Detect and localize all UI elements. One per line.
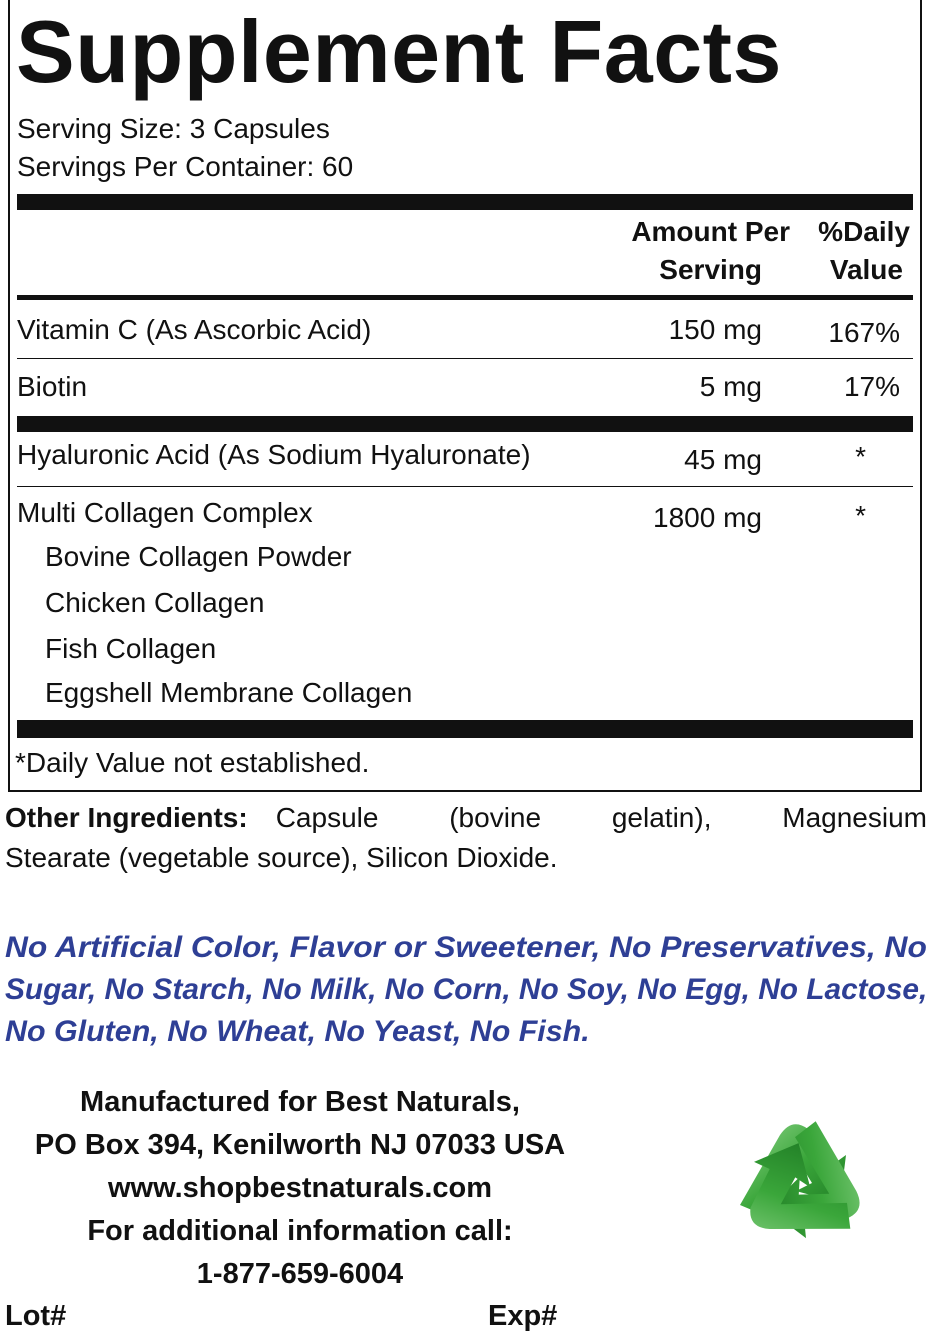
sub-ingredient: Eggshell Membrane Collagen bbox=[45, 677, 413, 708]
medium-divider bbox=[17, 295, 913, 300]
nutrient-amount: 5 mg bbox=[699, 371, 762, 402]
manufacturer-address: PO Box 394, Kenilworth NJ 07033 USA bbox=[34, 1129, 566, 1161]
free-from-line: Sugar, No Starch, No Milk, No Corn, No S… bbox=[5, 973, 928, 1006]
nutrient-name: Vitamin C (As Ascorbic Acid) bbox=[17, 314, 372, 345]
other-ingredients-line1: Other Ingredients: Capsule (bovine gelat… bbox=[5, 801, 927, 835]
sub-ingredient: Bovine Collagen Powder bbox=[45, 541, 352, 572]
sub-ingredient: Fish Collagen bbox=[45, 633, 217, 664]
sub-ingredient: Chicken Collagen bbox=[45, 587, 265, 618]
footnote: *Daily Value not established. bbox=[15, 747, 370, 778]
recycle-arrow bbox=[750, 1143, 851, 1230]
thick-divider bbox=[17, 720, 913, 738]
header-dv-line2: Value bbox=[829, 254, 903, 285]
exp-label: Exp# bbox=[488, 1300, 558, 1332]
other-ingredients-line2: Stearate (vegetable source), Silicon Dio… bbox=[5, 842, 558, 873]
nutrient-dv: 167% bbox=[828, 317, 900, 348]
supplement-facts-panel bbox=[8, 0, 922, 792]
manufacturer-phone: 1-877-659-6004 bbox=[196, 1258, 404, 1290]
header-amount-line1: Amount Per bbox=[631, 216, 790, 247]
header-amount-line2: Serving bbox=[659, 254, 762, 285]
nutrient-dv: * bbox=[855, 441, 866, 472]
recycle-icon bbox=[740, 1121, 860, 1239]
nutrient-amount: 150 mg bbox=[668, 314, 762, 345]
other-ingredients-label: Other Ingredients: bbox=[5, 802, 248, 833]
lot-label: Lot# bbox=[5, 1300, 67, 1332]
thick-divider bbox=[17, 194, 913, 210]
free-from-line: No Gluten, No Wheat, No Yeast, No Fish. bbox=[5, 1015, 590, 1048]
thin-divider bbox=[17, 358, 913, 359]
nutrient-dv: * bbox=[855, 500, 866, 531]
nutrient-name: Hyaluronic Acid (As Sodium Hyaluronate) bbox=[17, 439, 531, 470]
header-dv-line1: %Daily bbox=[818, 216, 910, 247]
nutrient-name: Biotin bbox=[17, 371, 88, 402]
panel-title: Supplement Facts bbox=[16, 2, 782, 101]
nutrient-amount: 45 mg bbox=[684, 444, 762, 475]
other-ingredients-text: Capsule (bovine gelatin), Magnesium bbox=[275, 802, 927, 833]
free-from-line: No Artificial Color, Flavor or Sweetener… bbox=[5, 931, 927, 964]
servings-per-container: Servings Per Container: 60 bbox=[17, 151, 354, 182]
nutrient-name: Multi Collagen Complex bbox=[17, 497, 313, 528]
manufacturer-website: www.shopbestnaturals.com bbox=[107, 1172, 493, 1204]
manufacturer-line: Manufactured for Best Naturals, bbox=[80, 1086, 520, 1118]
nutrient-amount: 1800 mg bbox=[653, 502, 762, 533]
serving-size: Serving Size: 3 Capsules bbox=[17, 113, 330, 144]
manufacturer-info: For additional information call: bbox=[87, 1215, 513, 1247]
thick-divider bbox=[17, 416, 913, 432]
thin-divider bbox=[17, 486, 913, 487]
nutrient-dv: 17% bbox=[843, 371, 900, 402]
